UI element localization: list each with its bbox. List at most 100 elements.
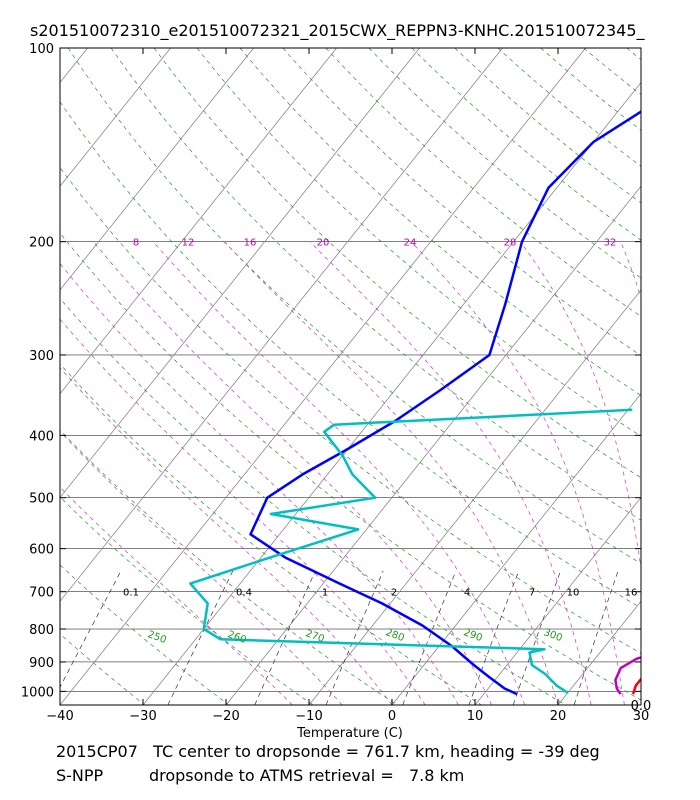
theta-label: 290 xyxy=(462,627,484,644)
y-tick-label: 900 xyxy=(29,656,54,671)
mixing-ratio-label: 7 xyxy=(529,588,535,599)
dry-adiabat-line xyxy=(153,48,641,479)
dry-adiabat-line xyxy=(239,48,641,396)
isotherm-line xyxy=(391,393,641,705)
dry-adiabat-line xyxy=(60,564,230,705)
dry-adiabat-line xyxy=(110,48,641,521)
isotherm-line xyxy=(640,704,641,705)
isotherm-line xyxy=(60,48,88,84)
mixing-ratio-label: 4 xyxy=(464,588,470,599)
theta-label: 300 xyxy=(542,627,564,644)
x-tick-label: 30 xyxy=(633,709,650,724)
isotherm-line xyxy=(474,496,641,705)
y-tick-label: 300 xyxy=(29,349,54,364)
dry-adiabat-line xyxy=(60,703,61,705)
dry-adiabat-line xyxy=(670,48,700,705)
dry-adiabat-line xyxy=(454,48,641,204)
isotherm-line xyxy=(0,48,5,705)
moist-adiabat-label: 28 xyxy=(504,238,517,249)
dry-adiabat-line xyxy=(60,297,566,705)
isotherm-line xyxy=(308,289,641,705)
theta-label: 260 xyxy=(226,629,248,646)
x-tick-label: 20 xyxy=(550,709,567,724)
dry-adiabat-line xyxy=(60,232,641,701)
isotherm-line xyxy=(557,600,641,705)
x-tick-label: 10 xyxy=(467,709,484,724)
sounding-series xyxy=(189,110,641,696)
dry-adiabat-line xyxy=(60,363,482,705)
theta-label: 250 xyxy=(146,629,168,646)
moist-adiabat-line xyxy=(60,262,459,705)
x-tick-label: −40 xyxy=(46,709,73,724)
plot-frame xyxy=(59,47,642,706)
moist-adiabat-label: 20 xyxy=(317,238,330,249)
mixing-ratio-line xyxy=(254,570,316,705)
moist-adiabat-line xyxy=(309,241,592,705)
mixing-ratio-line xyxy=(325,570,384,705)
dry-adiabat-line xyxy=(60,101,641,609)
moist-adiabat-line xyxy=(224,241,559,705)
isotherm-line xyxy=(60,48,503,602)
y-tick-label: 500 xyxy=(29,492,54,507)
moist-adiabat-line xyxy=(60,430,343,705)
moist-adiabat-label: 12 xyxy=(182,238,195,249)
isotherm-line xyxy=(60,48,420,499)
y-tick-label: 100 xyxy=(29,42,54,57)
moist-adiabat-label: 32 xyxy=(604,238,617,249)
dry-adiabat-line xyxy=(60,166,641,654)
mixing-ratio-label: 10 xyxy=(567,588,580,599)
dry-adiabat-line xyxy=(497,48,641,167)
mixing-ratio-line xyxy=(60,570,122,688)
y-tick-label: 700 xyxy=(29,586,54,601)
isotherm-line xyxy=(142,81,641,705)
dry-adiabat-line xyxy=(60,633,146,705)
footer-line-2: S-NPP dropsonde to ATMS retrieval = 7.8 … xyxy=(56,766,465,785)
moist-adiabat-line xyxy=(152,241,526,705)
x-tick-label: −20 xyxy=(212,709,239,724)
isotherm-line xyxy=(60,48,586,705)
corner-label: 0.0 xyxy=(631,699,652,714)
sounding-line-4 xyxy=(614,656,641,695)
moist-adiabat-label: 8 xyxy=(133,238,139,249)
mixing-ratio-label: 0.1 xyxy=(123,588,139,599)
y-tick-label: 200 xyxy=(29,236,54,251)
mixing-ratio-label: 2 xyxy=(391,588,397,599)
moist-adiabat-line xyxy=(60,367,393,705)
mixing-ratio-line xyxy=(573,570,619,705)
dry-adiabat-line xyxy=(540,48,641,131)
moist-adiabat-label: 16 xyxy=(244,238,257,249)
moist-adiabat-line xyxy=(60,486,293,705)
mixing-ratio-line xyxy=(167,570,234,705)
mixing-ratio-label: 16 xyxy=(625,588,638,599)
dry-adiabat-line xyxy=(411,48,641,241)
x-tick-label: 0 xyxy=(388,709,396,724)
y-tick-label: 1000 xyxy=(21,685,54,700)
dry-adiabat-line xyxy=(583,48,641,96)
isotherm-line xyxy=(60,48,171,187)
sounding-line-3 xyxy=(189,408,633,694)
moist-adiabat-line xyxy=(410,241,625,705)
y-tick-label: 800 xyxy=(29,623,54,638)
sounding-line-2 xyxy=(249,110,641,696)
isotherm-line xyxy=(225,185,641,705)
background-lines xyxy=(0,48,700,705)
dry-adiabat-line xyxy=(626,48,641,61)
dry-adiabat-line xyxy=(282,48,641,357)
moist-adiabat-line xyxy=(519,241,641,571)
dry-adiabat-line xyxy=(368,48,641,279)
theta-label: 280 xyxy=(384,627,406,644)
mixing-ratio-label: 1 xyxy=(322,588,328,599)
mixing-ratio-line xyxy=(402,570,457,705)
x-tick-label: −10 xyxy=(295,709,322,724)
dry-adiabat-line xyxy=(67,48,641,564)
x-axis-label: Temperature (C) xyxy=(296,726,403,741)
moist-adiabat-label: 24 xyxy=(404,238,417,249)
dry-adiabat-line xyxy=(60,429,398,705)
isotherm-line xyxy=(60,48,254,291)
x-tick-label: −30 xyxy=(129,709,156,724)
chart-title: s201510072310_e201510072321_2015CWX_REPP… xyxy=(30,21,645,40)
moist-adiabat-line xyxy=(620,241,641,300)
